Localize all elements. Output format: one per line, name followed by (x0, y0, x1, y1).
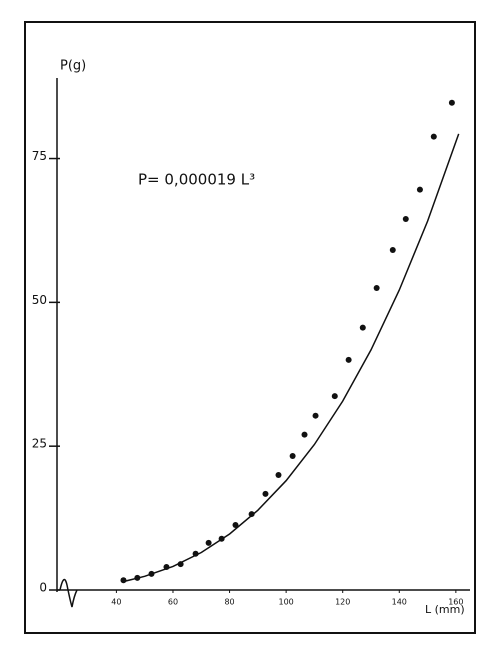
data-point (416, 186, 423, 193)
x-tick-label: 140 (392, 598, 407, 607)
data-point (402, 215, 409, 222)
data-point (134, 574, 141, 581)
y-tick-label: 25 (32, 437, 47, 451)
x-tick-label: 100 (278, 598, 293, 607)
data-point (448, 99, 455, 106)
data-point (218, 535, 225, 542)
data-point (275, 471, 282, 478)
data-point (177, 561, 184, 568)
data-point (192, 550, 199, 557)
data-point (345, 356, 352, 363)
y-tick-label: 50 (32, 293, 47, 307)
annotation: P= 0,000019 L³ (138, 171, 255, 189)
x-tick-label: 60 (168, 598, 178, 607)
data-point (120, 577, 127, 584)
data-point (148, 570, 155, 577)
axis-break (59, 578, 78, 608)
x-axis-label: L (mm) (425, 603, 465, 616)
x-tick-label: 120 (335, 598, 350, 607)
data-point (359, 324, 366, 331)
data-point (205, 539, 212, 546)
data-point (163, 563, 170, 570)
frame (24, 21, 476, 634)
data-point (430, 133, 437, 140)
data-point (373, 284, 380, 291)
data-point (331, 393, 338, 400)
data-point (248, 511, 255, 518)
data-point (312, 412, 319, 419)
data-point (301, 431, 308, 438)
data-point (289, 452, 296, 459)
y-axis-label: P(g) (60, 59, 86, 74)
data-point (262, 490, 269, 497)
x-tick-label: 160 (448, 598, 463, 607)
x-tick-label: 80 (224, 598, 234, 607)
y-tick-label: 75 (32, 149, 47, 163)
data-point (232, 521, 239, 528)
x-tick-label: 40 (111, 598, 121, 607)
fit-curve (121, 133, 460, 583)
data-point (389, 247, 396, 254)
y-tick-label: 0 (39, 581, 47, 595)
